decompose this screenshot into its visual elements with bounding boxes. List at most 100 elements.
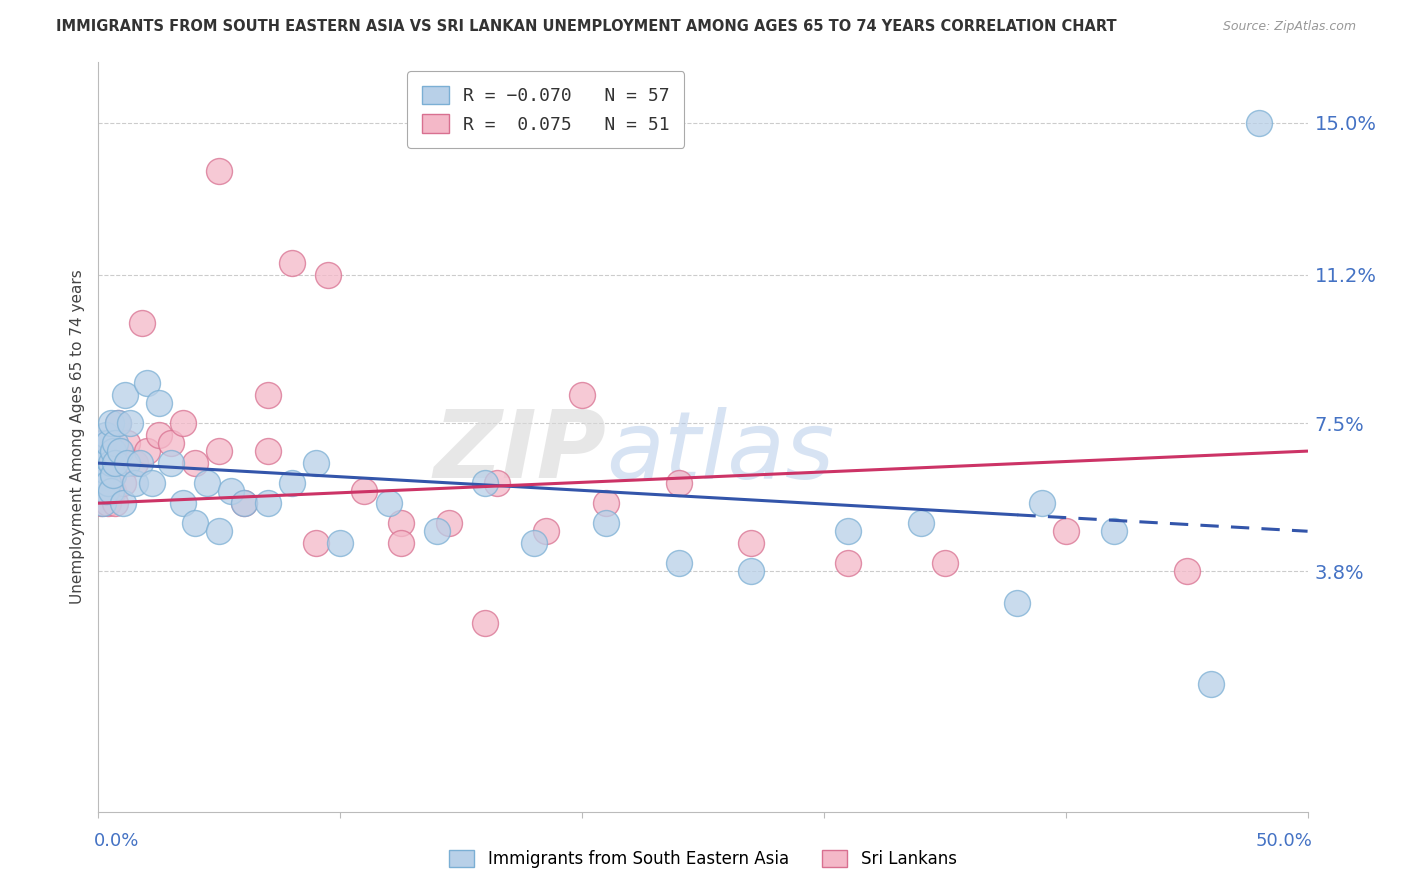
Point xyxy=(208,524,231,539)
Point xyxy=(474,476,496,491)
Point xyxy=(90,484,112,499)
Point xyxy=(94,456,117,470)
Text: 50.0%: 50.0% xyxy=(1256,831,1312,850)
Point xyxy=(353,484,375,499)
Point xyxy=(523,536,546,550)
Point xyxy=(316,268,339,282)
Point xyxy=(111,496,134,510)
Point xyxy=(184,456,207,470)
Point xyxy=(221,484,243,499)
Point xyxy=(389,516,412,531)
Point xyxy=(100,484,122,499)
Point xyxy=(474,616,496,631)
Point xyxy=(377,496,399,510)
Point xyxy=(97,436,120,450)
Point xyxy=(172,496,194,510)
Point xyxy=(389,536,412,550)
Point xyxy=(910,516,932,531)
Point xyxy=(124,456,146,470)
Point xyxy=(91,436,114,450)
Text: 0.0%: 0.0% xyxy=(94,831,139,850)
Point xyxy=(571,388,593,402)
Point xyxy=(256,388,278,402)
Point xyxy=(135,444,157,458)
Point xyxy=(94,428,117,442)
Point xyxy=(281,476,304,491)
Point xyxy=(114,388,136,402)
Point xyxy=(90,496,112,510)
Point xyxy=(104,496,127,510)
Point xyxy=(329,536,352,550)
Point xyxy=(97,476,120,491)
Point xyxy=(131,316,153,330)
Point xyxy=(117,436,139,450)
Point xyxy=(108,444,131,458)
Point xyxy=(97,456,120,470)
Text: Source: ZipAtlas.com: Source: ZipAtlas.com xyxy=(1223,21,1357,33)
Point xyxy=(97,452,120,467)
Point xyxy=(101,444,124,458)
Point xyxy=(232,496,254,510)
Point xyxy=(104,436,127,450)
Point xyxy=(486,476,509,491)
Point xyxy=(108,444,131,458)
Point xyxy=(91,444,114,458)
Point xyxy=(94,484,117,499)
Point xyxy=(256,444,278,458)
Point xyxy=(94,444,117,458)
Point xyxy=(668,556,690,570)
Point xyxy=(256,496,278,510)
Point xyxy=(232,496,254,510)
Point xyxy=(305,456,328,470)
Point xyxy=(91,496,114,510)
Point xyxy=(128,456,150,470)
Point xyxy=(148,428,170,442)
Point xyxy=(94,464,117,478)
Point xyxy=(118,416,141,430)
Point xyxy=(111,476,134,491)
Point xyxy=(117,456,139,470)
Point xyxy=(740,536,762,550)
Point xyxy=(100,468,122,483)
Point xyxy=(107,416,129,430)
Point xyxy=(160,436,183,450)
Point xyxy=(1199,676,1222,690)
Point xyxy=(1031,496,1053,510)
Point xyxy=(160,456,183,470)
Point xyxy=(91,436,114,450)
Point xyxy=(184,516,207,531)
Point xyxy=(104,456,127,470)
Point xyxy=(100,456,122,470)
Point xyxy=(91,468,114,483)
Text: ZIP: ZIP xyxy=(433,406,606,498)
Point xyxy=(426,524,449,539)
Point xyxy=(90,456,112,470)
Point xyxy=(101,468,124,483)
Y-axis label: Unemployment Among Ages 65 to 74 years: Unemployment Among Ages 65 to 74 years xyxy=(70,269,86,605)
Point xyxy=(94,468,117,483)
Point xyxy=(107,416,129,430)
Point xyxy=(740,564,762,578)
Point xyxy=(90,456,112,470)
Point xyxy=(101,468,124,483)
Point xyxy=(837,556,859,570)
Point xyxy=(101,484,124,499)
Text: atlas: atlas xyxy=(606,407,835,498)
Point xyxy=(534,524,557,539)
Point xyxy=(94,484,117,499)
Point xyxy=(1249,115,1271,129)
Text: IMMIGRANTS FROM SOUTH EASTERN ASIA VS SRI LANKAN UNEMPLOYMENT AMONG AGES 65 TO 7: IMMIGRANTS FROM SOUTH EASTERN ASIA VS SR… xyxy=(56,20,1116,34)
Point xyxy=(934,556,956,570)
Point xyxy=(135,376,157,390)
Point xyxy=(124,476,146,491)
Point xyxy=(1054,524,1077,539)
Point xyxy=(91,484,114,499)
Point xyxy=(595,516,617,531)
Point xyxy=(97,496,120,510)
Point xyxy=(1007,596,1029,610)
Point xyxy=(100,416,122,430)
Point xyxy=(208,444,231,458)
Point xyxy=(1175,564,1198,578)
Point xyxy=(281,256,304,270)
Point xyxy=(97,436,120,450)
